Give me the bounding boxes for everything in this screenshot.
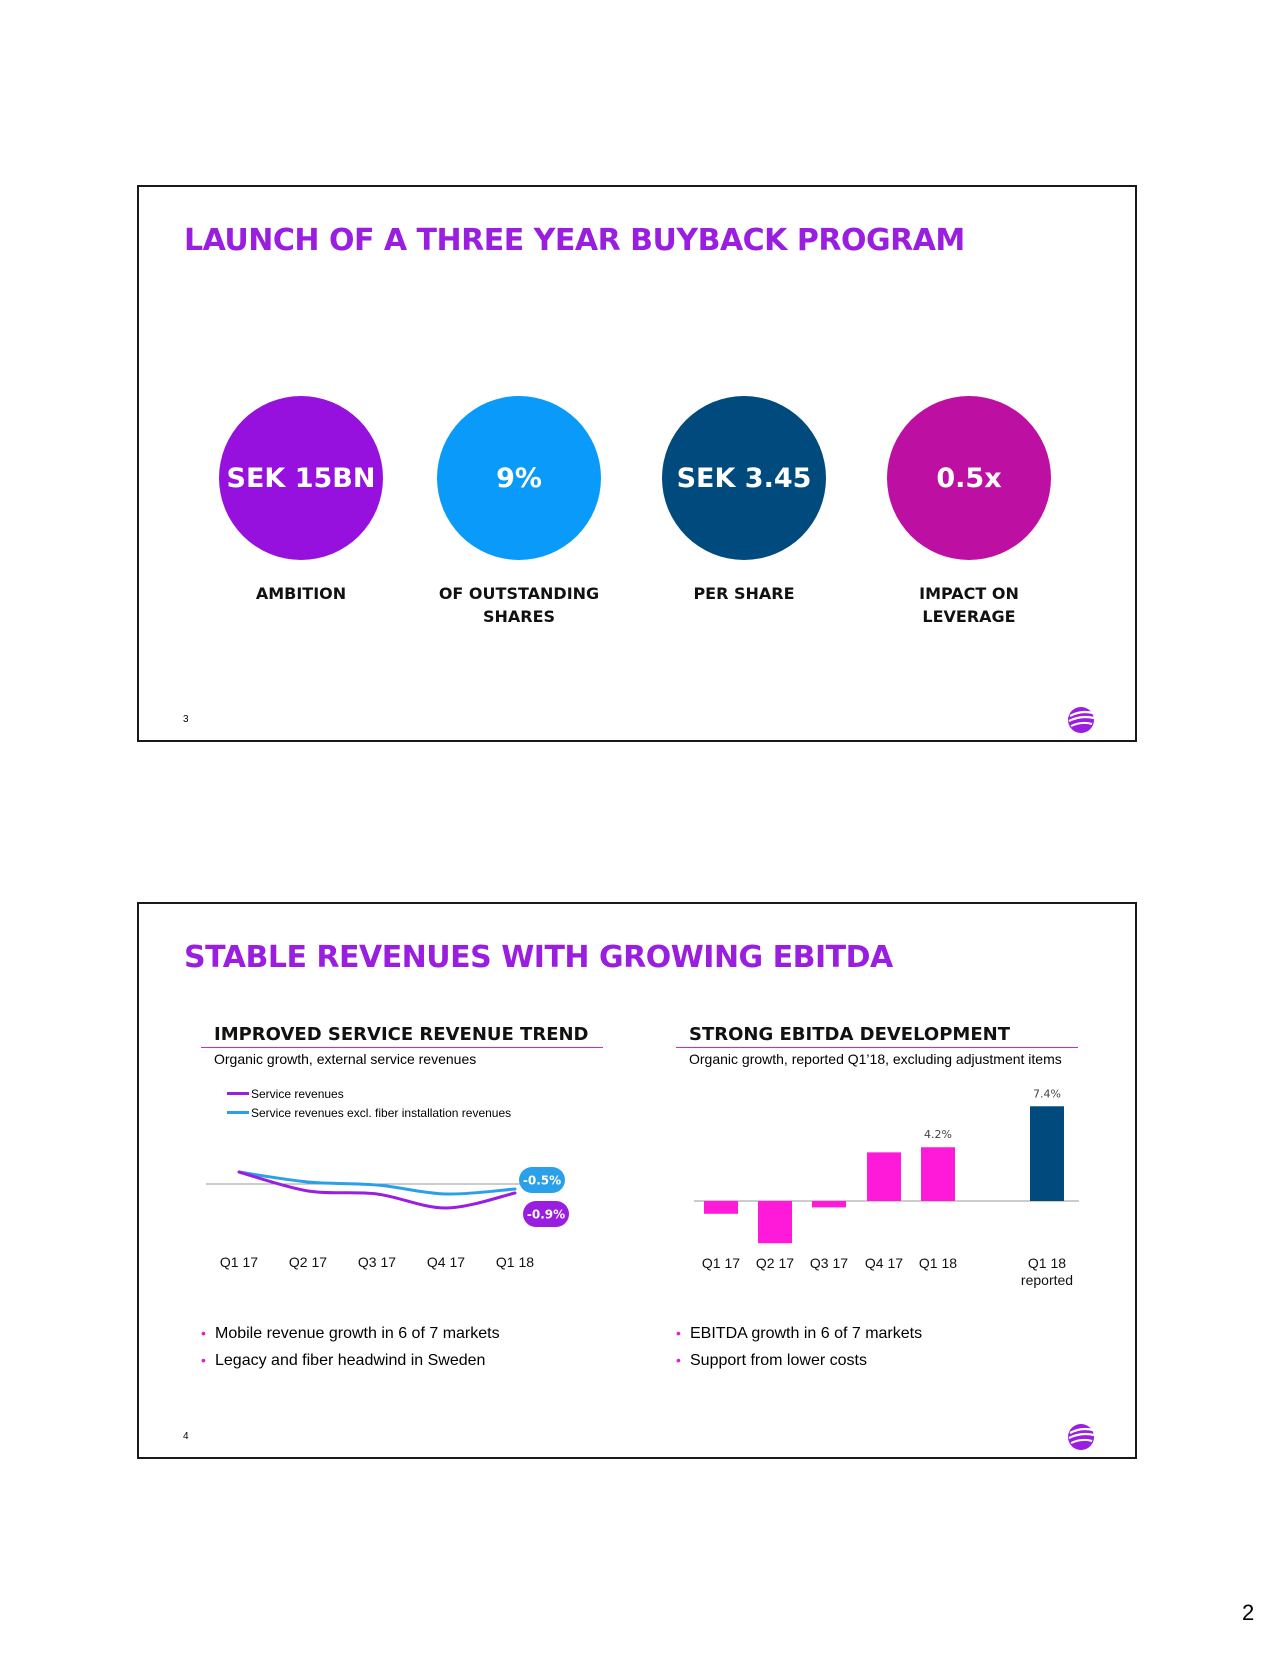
slide-title: STABLE REVENUES WITH GROWING EBITDA — [184, 940, 893, 975]
x-tick-label: Q4 17 — [865, 1255, 903, 1271]
x-tick-label: Q3 17 — [358, 1254, 396, 1270]
slide-number: 4 — [183, 1431, 189, 1442]
kpi-leverage: 0.5x IMPACT ON LEVERAGE — [869, 396, 1069, 628]
slide-buyback: LAUNCH OF A THREE YEAR BUYBACK PROGRAM S… — [137, 185, 1137, 742]
x-tick-label: Q2 17 — [289, 1254, 327, 1270]
series-line-service-revenues — [237, 1170, 517, 1210]
end-value-badge: -0.5% — [519, 1167, 565, 1193]
bullet-item: Mobile revenue growth in 6 of 7 markets — [199, 1320, 500, 1347]
bullet-item: Legacy and fiber headwind in Sweden — [199, 1347, 500, 1374]
page-number: 2 — [1242, 1600, 1255, 1625]
legend-swatch — [227, 1111, 249, 1114]
slide-revenues-ebitda: STABLE REVENUES WITH GROWING EBITDA IMPR… — [137, 902, 1137, 1459]
bullet-item: Support from lower costs — [674, 1347, 922, 1374]
service-revenue-section: IMPROVED SERVICE REVENUE TREND Organic g… — [201, 1024, 603, 1067]
x-tick-label: Q1 17 — [702, 1255, 740, 1271]
kpi-ambition: SEK 15BN AMBITION — [201, 396, 401, 605]
end-value-label: -0.5% — [523, 1174, 561, 1188]
kpi-circle: 9% — [437, 396, 601, 560]
x-tick-label: Q3 17 — [810, 1255, 848, 1271]
kpi-label: OF OUTSTANDING SHARES — [438, 584, 600, 626]
ebitda-bar — [1030, 1106, 1064, 1201]
kpi-label: IMPACT ON LEVERAGE — [919, 584, 1019, 626]
ebitda-bar — [921, 1147, 955, 1201]
kpi-per-share: SEK 3.45 PER SHARE — [644, 396, 844, 605]
x-tick-label: Q1 18 — [496, 1254, 534, 1270]
chart-legend: Service revenues Service revenues excl. … — [227, 1084, 511, 1122]
bar-data-label: 7.4% — [1033, 1087, 1061, 1100]
section-heading: STRONG EBITDA DEVELOPMENT — [676, 1024, 1078, 1048]
ebitda-bar — [758, 1201, 792, 1244]
kpi-label: PER SHARE — [693, 584, 795, 603]
telia-logo-icon — [1068, 707, 1095, 733]
section-subtitle: Organic growth, external service revenue… — [214, 1051, 477, 1067]
bar-data-label: 4.2% — [924, 1128, 952, 1141]
telia-logo-icon — [1068, 1424, 1095, 1450]
kpi-outstanding-shares: 9% OF OUTSTANDING SHARES — [419, 396, 619, 628]
x-tick-label: Q1 18 — [919, 1255, 957, 1271]
ebitda-bar — [812, 1201, 846, 1208]
service-revenue-line-chart: Q1 17 Q2 17 Q3 17 Q4 17 Q1 18 -0.5% -0.9% — [206, 1167, 569, 1270]
bullet-item: EBITDA growth in 6 of 7 markets — [674, 1320, 922, 1347]
slide-number: 3 — [183, 714, 189, 725]
kpi-label: AMBITION — [255, 584, 347, 603]
end-value-badge: -0.9% — [523, 1201, 569, 1227]
legend-item: Service revenues — [227, 1084, 511, 1103]
x-tick-label: Q4 17 — [427, 1254, 465, 1270]
x-tick-label: Q1 17 — [220, 1254, 258, 1270]
series-line-excl-fiber — [237, 1170, 517, 1196]
x-tick-label: Q1 18 — [1028, 1255, 1066, 1271]
ebitda-section: STRONG EBITDA DEVELOPMENT Organic growth… — [676, 1024, 1078, 1067]
legend-item: Service revenues excl. fiber installatio… — [227, 1103, 511, 1122]
kpi-circle: SEK 3.45 — [662, 396, 826, 560]
right-bullets: EBITDA growth in 6 of 7 markets Support … — [674, 1320, 922, 1374]
slide-title: LAUNCH OF A THREE YEAR BUYBACK PROGRAM — [184, 223, 965, 258]
kpi-circle: 0.5x — [887, 396, 1051, 560]
left-bullets: Mobile revenue growth in 6 of 7 markets … — [199, 1320, 500, 1374]
kpi-circle: SEK 15BN — [219, 396, 383, 560]
end-value-label: -0.9% — [527, 1208, 565, 1222]
section-subtitle: Organic growth, reported Q1’18, excludin… — [689, 1051, 1062, 1067]
ebitda-bar — [704, 1201, 738, 1214]
x-tick-label: reported — [1021, 1272, 1073, 1288]
legend-swatch — [227, 1092, 249, 1095]
section-heading: IMPROVED SERVICE REVENUE TREND — [201, 1024, 603, 1048]
ebitda-bar — [867, 1152, 901, 1201]
ebitda-bar-chart: Q1 17 Q2 17 Q3 17 Q4 174.2%Q1 187.4%Q1 18re… — [694, 1087, 1079, 1288]
x-tick-label: Q2 17 — [756, 1255, 794, 1271]
